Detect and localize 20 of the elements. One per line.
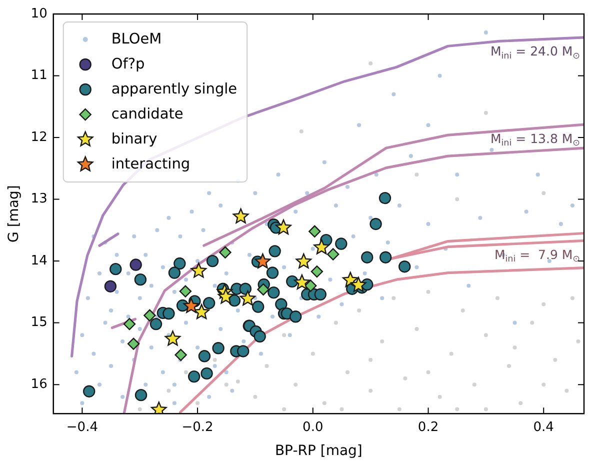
x-tick-label: 0.4 [533,420,554,435]
x-tick-label: 0.0 [302,420,324,435]
y-tick-label: 12 [30,130,48,145]
legend-label: BLOeM [111,31,162,48]
legend-label: binary [111,131,158,148]
y-tick-label: 14 [30,253,48,268]
y-tick-label: 16 [30,376,48,392]
y-tick-label: 11 [30,68,48,84]
y-tick-label: 10 [30,6,48,22]
x-tick-label: −0.2 [182,420,214,435]
y-tick-label: 15 [30,315,48,330]
legend-label: Of?p [111,56,145,72]
x-tick-label: 0.2 [418,420,439,435]
legend-label: candidate [111,106,184,122]
legend-label: interacting [111,156,190,172]
x-tick-label: −0.4 [66,420,98,435]
legend-label: apparently single [111,81,238,98]
y-tick-label: 13 [30,192,48,207]
x-axis-title: BP-RP [mag] [274,443,362,460]
y-axis-title: G [mag] [6,185,22,242]
